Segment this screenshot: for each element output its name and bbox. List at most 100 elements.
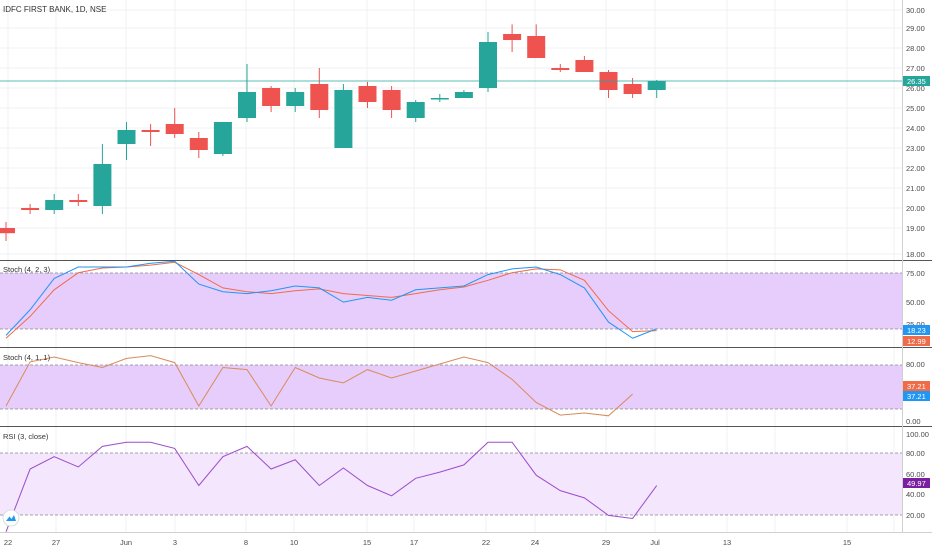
candle[interactable]: [69, 194, 88, 206]
candle[interactable]: [21, 204, 40, 214]
candle-body: [0, 228, 15, 234]
candle-body: [117, 130, 136, 144]
x-tick-label: Jun: [120, 538, 132, 547]
svg-text:26.35: 26.35: [907, 77, 926, 86]
price-tick-label: 23.00: [906, 144, 925, 153]
x-tick-label: 27: [52, 538, 60, 547]
candle-body: [334, 90, 353, 148]
stoch2-line: [5, 355, 633, 417]
tradingview-logo-icon[interactable]: [2, 509, 20, 527]
x-tick-label: 15: [363, 538, 371, 547]
candle[interactable]: [45, 194, 64, 214]
candle-body: [45, 200, 64, 210]
candle[interactable]: [503, 24, 522, 52]
candle[interactable]: [93, 144, 112, 214]
candle[interactable]: [286, 88, 305, 112]
candle-body: [238, 92, 256, 118]
price-tick-label: 22.00: [906, 164, 925, 173]
candle[interactable]: [551, 64, 570, 72]
rsi-band: [0, 453, 902, 515]
candle-body: [623, 84, 642, 94]
stoch2-band: [0, 365, 902, 409]
candle[interactable]: [430, 94, 449, 102]
svg-text:37.21: 37.21: [907, 382, 926, 391]
candle[interactable]: [382, 86, 401, 118]
candle-body: [503, 34, 522, 40]
candle-body: [406, 102, 425, 118]
candle-body: [262, 88, 281, 106]
candle-body: [141, 130, 160, 132]
candle[interactable]: [527, 24, 546, 58]
candle-body: [189, 138, 208, 150]
stoch2-tick-label: 80.00: [906, 360, 925, 369]
x-tick-label: 22: [482, 538, 490, 547]
rsi-tick-label: 100.00: [906, 430, 929, 439]
x-tick-label: Jul: [650, 538, 660, 547]
chart-title: IDFC FIRST BANK, 1D, NSE: [3, 5, 106, 14]
candle[interactable]: [479, 32, 497, 92]
stoch2-tick-label: 0.00: [906, 417, 921, 426]
candle[interactable]: [165, 108, 184, 138]
candle-body: [358, 86, 377, 102]
svg-text:49.97: 49.97: [907, 479, 926, 488]
price-tick-label: 29.00: [906, 24, 925, 33]
candle[interactable]: [406, 100, 425, 122]
candle-body: [479, 42, 497, 88]
price-tick-label: 19.00: [906, 224, 925, 233]
candle[interactable]: [0, 222, 15, 241]
price-tick-label: 18.00: [906, 250, 925, 259]
price-tick-label: 28.00: [906, 44, 925, 53]
candle-body: [21, 208, 40, 210]
rsi-tick-label: 80.00: [906, 449, 925, 458]
stoch1-tick-label: 75.00: [906, 269, 925, 278]
svg-text:12.99: 12.99: [907, 337, 926, 346]
price-tick-label: 26.00: [906, 84, 925, 93]
stoch2-title: Stoch (4, 1, 1): [3, 353, 51, 362]
candle[interactable]: [117, 122, 136, 160]
indicator-lines: [5, 260, 658, 533]
candle-body: [647, 81, 666, 90]
candle-body: [430, 98, 449, 100]
price-tick-label: 25.00: [906, 104, 925, 113]
candle[interactable]: [238, 64, 256, 122]
stoch1-k-pill: 18.23: [903, 325, 930, 335]
candle[interactable]: [310, 68, 329, 118]
candle-body: [551, 68, 570, 70]
rsi-tick-label: 40.00: [906, 490, 925, 499]
candle[interactable]: [454, 90, 473, 98]
x-tick-label: 10: [290, 538, 298, 547]
candle[interactable]: [262, 86, 281, 112]
candle-body: [93, 164, 112, 206]
candles: [0, 24, 666, 241]
x-tick-label: 15: [843, 538, 851, 547]
rsi-tick-label: 60.00: [906, 470, 925, 479]
price-tick-label: 30.00: [906, 6, 925, 15]
candle[interactable]: [647, 80, 666, 98]
stoch1-tick-label: 25.00: [906, 320, 925, 329]
price-tick-label: 21.00: [906, 184, 925, 193]
last-price-pill: 26.35: [903, 76, 930, 86]
candle[interactable]: [189, 132, 208, 158]
stoch2-d-pill: 37.21: [903, 381, 930, 391]
candle-body: [165, 124, 184, 134]
candle[interactable]: [358, 82, 377, 108]
stoch2-k-pill: 37.21: [903, 391, 930, 401]
x-tick-label: 29: [602, 538, 610, 547]
stoch1-band: [0, 273, 902, 329]
candle-body: [69, 200, 88, 202]
candle[interactable]: [141, 124, 160, 146]
band-boundaries: [0, 272, 902, 516]
candle[interactable]: [575, 56, 594, 72]
price-tick-label: 20.00: [906, 204, 925, 213]
svg-text:18.23: 18.23: [907, 326, 926, 335]
candle[interactable]: [334, 84, 353, 148]
x-tick-label: 13: [723, 538, 731, 547]
candle-body: [527, 36, 546, 58]
x-tick-label: 3: [173, 538, 177, 547]
price-tick-label: 27.00: [906, 64, 925, 73]
candle[interactable]: [213, 122, 232, 156]
candle-body: [575, 60, 594, 72]
stoch1-k-line: [5, 260, 657, 339]
